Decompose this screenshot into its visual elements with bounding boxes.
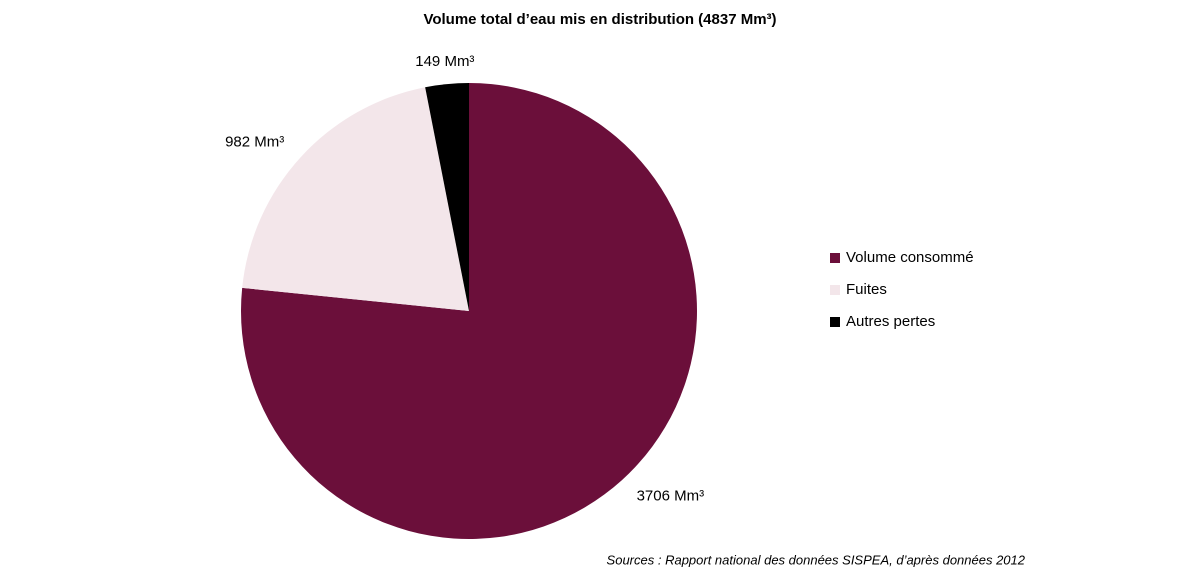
pie-slice xyxy=(242,87,469,311)
pie-slice xyxy=(425,83,469,311)
legend-label: Volume consommé xyxy=(846,249,974,266)
chart-title: Volume total d’eau mis en distribution (… xyxy=(423,11,776,28)
legend-label: Autres pertes xyxy=(846,313,935,330)
legend-swatch xyxy=(830,253,840,263)
legend-label: Fuites xyxy=(846,281,887,298)
data-label: 149 Mm³ xyxy=(415,53,474,70)
data-label: 3706 Mm³ xyxy=(637,487,705,504)
legend-swatch xyxy=(830,317,840,327)
data-label: 982 Mm³ xyxy=(225,133,284,150)
legend-swatch xyxy=(830,285,840,295)
source-note: Sources : Rapport national des données S… xyxy=(607,552,1026,567)
